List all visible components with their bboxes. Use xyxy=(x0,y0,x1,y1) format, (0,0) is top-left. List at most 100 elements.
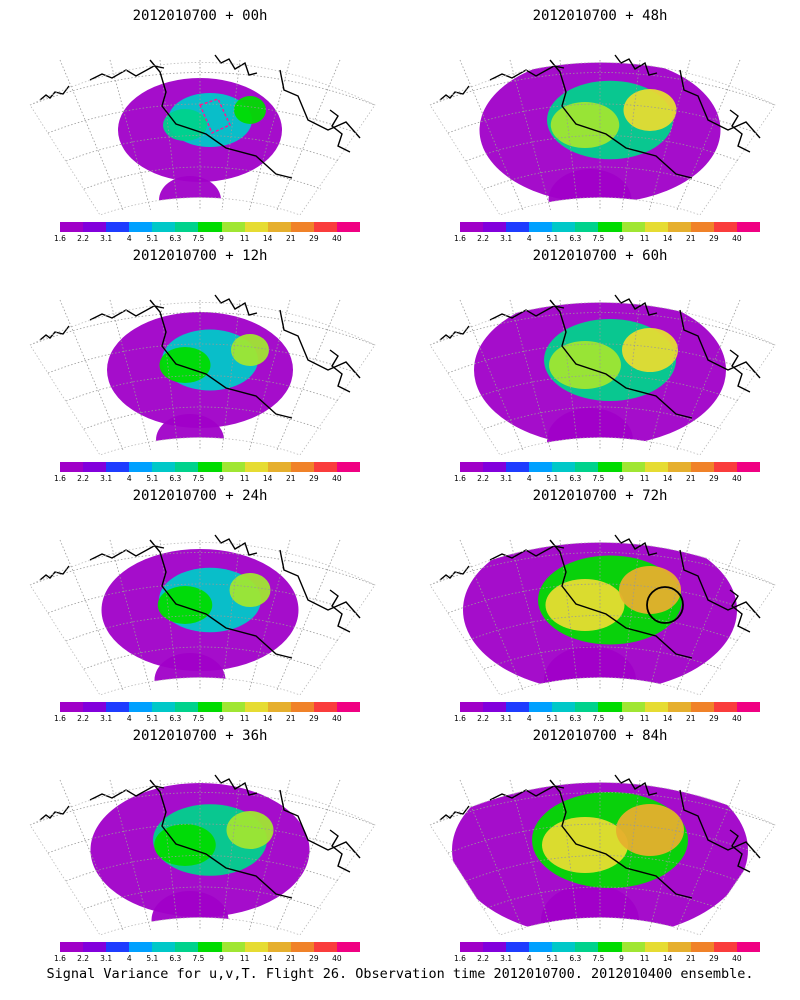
panel-title: 2012010700 + 12h xyxy=(132,248,268,264)
colorbar-segment xyxy=(460,462,484,472)
graticule xyxy=(29,299,376,451)
panel-title: 2012010700 + 24h xyxy=(132,488,268,504)
variance-area xyxy=(234,96,266,124)
colorbar-segment xyxy=(621,462,645,472)
map-border xyxy=(429,542,776,696)
variance-area xyxy=(542,817,628,873)
colorbar-segment xyxy=(129,462,153,472)
figure-caption: Signal Variance for u,v,T. Flight 26. Ob… xyxy=(46,966,754,982)
colorbar-tick-label: 5.1 xyxy=(146,714,159,723)
map-plot xyxy=(29,54,376,216)
colorbar-segment xyxy=(198,702,222,712)
colorbar xyxy=(60,462,361,472)
colorbar-segment xyxy=(221,702,245,712)
colorbar-tick-label: 11 xyxy=(239,474,250,483)
colorbar-tick-label: 29 xyxy=(709,714,719,723)
colorbar-tick-label: 1.6 xyxy=(54,954,66,963)
map-panel: 2012010700 + 12h 1.6 2.2 3.1 4 5.1 6.3 7.5 9 11 14… xyxy=(0,240,400,485)
colorbar-segment xyxy=(690,942,714,952)
colorbar-segment xyxy=(336,222,361,232)
colorbar-tick-label: 7.5 xyxy=(192,474,205,483)
colorbar-tick-label: 2.2 xyxy=(477,714,490,723)
highlight-circle xyxy=(646,586,684,624)
colorbar-segment xyxy=(483,222,507,232)
colorbar-segment xyxy=(644,942,668,952)
colorbar-segment xyxy=(152,222,176,232)
colorbar-segment xyxy=(736,702,761,712)
colorbar-segment xyxy=(175,222,199,232)
colorbar-tick-label: 5.1 xyxy=(546,474,559,483)
colorbar-tick-label: 11 xyxy=(239,714,250,723)
colorbar xyxy=(460,702,761,712)
colorbar-tick-label: 3.1 xyxy=(100,474,113,483)
variance-area xyxy=(157,586,213,624)
graticule xyxy=(29,779,376,931)
colorbar-tick-label: 21 xyxy=(685,954,696,963)
colorbar-tick-label: 7.5 xyxy=(592,474,605,483)
colorbar-labels: 1.6 2.2 3.1 4 5.1 6.3 7.5 9 11 14 21 29 40 xyxy=(52,954,368,964)
colorbar-segment xyxy=(313,222,337,232)
colorbar-tick-label: 4 xyxy=(126,474,132,483)
colorbar-segment xyxy=(129,942,153,952)
colorbar-segment xyxy=(175,702,199,712)
colorbar-segment xyxy=(129,702,153,712)
variance-area xyxy=(622,328,678,372)
colorbar-tick-label: 3.1 xyxy=(500,474,513,483)
coastline xyxy=(439,534,761,659)
coastline xyxy=(39,774,361,899)
colorbar-segment xyxy=(575,702,599,712)
colorbar-segment xyxy=(736,942,761,952)
colorbar-tick-label: 6.3 xyxy=(569,714,582,723)
colorbar-tick-label: 40 xyxy=(732,954,742,963)
colorbar-tick-label: 11 xyxy=(239,954,250,963)
graticule xyxy=(429,539,776,691)
colorbar-segment xyxy=(621,222,645,232)
colorbar-segment xyxy=(598,222,622,232)
variance-area xyxy=(623,89,677,131)
colorbar-tick-label: 1.6 xyxy=(454,234,466,243)
colorbar-segment xyxy=(690,222,714,232)
colorbar-tick-label: 6.3 xyxy=(569,954,582,963)
colorbar-segment xyxy=(667,462,691,472)
colorbar-segment xyxy=(290,222,314,232)
colorbar-tick-label: 4 xyxy=(526,954,532,963)
colorbar-tick-label: 3.1 xyxy=(500,954,513,963)
colorbar-tick-label: 6.3 xyxy=(169,714,182,723)
colorbar-tick-label: 40 xyxy=(332,474,342,483)
colorbar-segment xyxy=(83,222,107,232)
variance-area xyxy=(163,109,207,141)
colorbar xyxy=(60,222,361,232)
colorbar-tick-label: 21 xyxy=(285,954,296,963)
map-border xyxy=(29,62,376,216)
colorbar-segment xyxy=(575,942,599,952)
colorbar-tick-label: 6.3 xyxy=(169,234,182,243)
variance-area xyxy=(231,334,269,366)
colorbar-segment xyxy=(290,942,314,952)
colorbar-tick-label: 2.2 xyxy=(77,234,90,243)
colorbar-tick-label: 5.1 xyxy=(146,474,159,483)
colorbar-tick-label: 21 xyxy=(685,714,696,723)
colorbar-tick-label: 7.5 xyxy=(592,954,605,963)
colorbar-tick-label: 21 xyxy=(685,474,696,483)
colorbar-segment xyxy=(60,462,84,472)
map-plot xyxy=(429,54,776,216)
variance-area xyxy=(616,804,684,856)
colorbar-tick-label: 40 xyxy=(732,474,742,483)
colorbar-segment xyxy=(198,462,222,472)
colorbar xyxy=(460,462,761,472)
graticule xyxy=(29,539,376,691)
colorbar-segment xyxy=(460,942,484,952)
panel-title: 2012010700 + 36h xyxy=(132,728,268,744)
colorbar-tick-label: 40 xyxy=(332,714,342,723)
colorbar-segment xyxy=(644,462,668,472)
colorbar-segment xyxy=(460,222,484,232)
colorbar-segment xyxy=(667,942,691,952)
map-border xyxy=(429,302,776,456)
colorbar-labels: 1.6 2.2 3.1 4 5.1 6.3 7.5 9 11 14 21 29 40 xyxy=(452,234,768,244)
colorbar-segment xyxy=(198,222,222,232)
colorbar-tick-label: 1.6 xyxy=(54,234,66,243)
colorbar-tick-label: 40 xyxy=(732,234,742,243)
colorbar-segment xyxy=(60,942,84,952)
colorbar-segment xyxy=(713,462,737,472)
colorbar-tick-label: 40 xyxy=(332,234,342,243)
